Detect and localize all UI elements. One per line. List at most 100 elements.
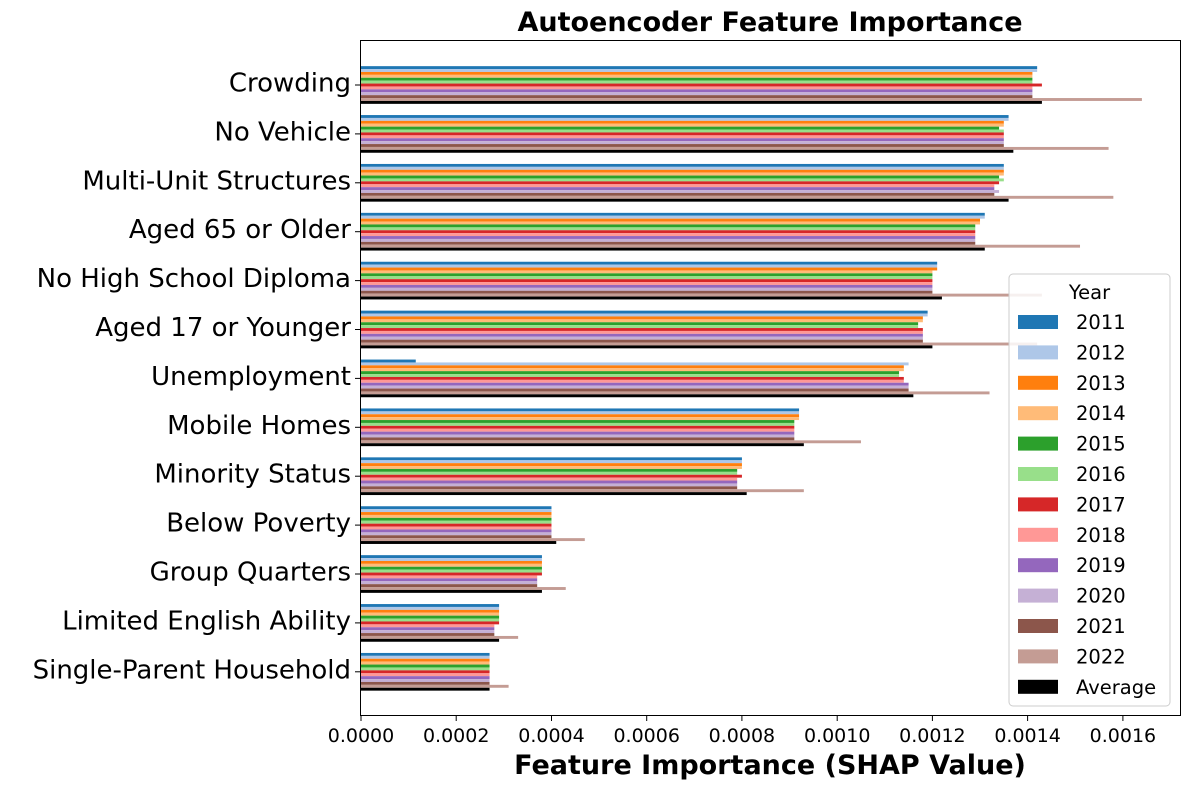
bar-2013-0 xyxy=(361,71,1033,75)
bar-2016-7 xyxy=(361,422,795,426)
bar-average-1 xyxy=(361,149,1014,153)
bar-2013-2 xyxy=(361,169,1004,173)
bar-2018-6 xyxy=(361,379,904,383)
bar-2020-3 xyxy=(361,238,976,242)
bar-2012-12 xyxy=(361,655,490,659)
bar-2015-9 xyxy=(361,517,552,521)
bar-2014-2 xyxy=(361,172,1004,176)
x-tick-label: 0.0010 xyxy=(804,725,870,747)
bar-2011-7 xyxy=(361,408,800,412)
bar-2012-3 xyxy=(361,215,985,219)
bar-average-4 xyxy=(361,296,942,300)
bar-2022-6 xyxy=(361,391,990,395)
bar-2020-8 xyxy=(361,483,738,487)
bar-2019-2 xyxy=(361,187,995,191)
bar-2016-8 xyxy=(361,471,738,475)
bar-2021-1 xyxy=(361,144,1004,147)
x-tick-label: 0.0012 xyxy=(899,725,965,747)
bar-2021-2 xyxy=(361,192,995,196)
bar-2019-9 xyxy=(361,529,552,533)
bar-2014-1 xyxy=(361,123,1004,127)
legend-swatch xyxy=(1018,619,1058,633)
bar-2017-9 xyxy=(361,523,552,527)
bar-2018-8 xyxy=(361,477,738,481)
bar-2017-2 xyxy=(361,181,1000,185)
legend-entry-label: 2018 xyxy=(1076,524,1126,547)
bar-2015-10 xyxy=(361,566,542,570)
bar-2018-4 xyxy=(361,282,933,285)
bar-2020-11 xyxy=(361,630,495,634)
category-labels: Crowding No Vehicle Multi-Unit Structures A… xyxy=(33,69,361,685)
bar-2015-7 xyxy=(361,420,795,423)
bar-2015-1 xyxy=(361,126,1000,130)
category-label: Aged 17 or Younger xyxy=(95,313,351,343)
bar-2015-6 xyxy=(361,371,900,375)
bar-2018-1 xyxy=(361,135,1004,139)
bar-2011-3 xyxy=(361,212,985,216)
legend-swatch xyxy=(1018,406,1058,421)
bar-2018-5 xyxy=(361,330,923,334)
category-label: No High School Diploma xyxy=(37,264,351,294)
bar-2014-12 xyxy=(361,661,490,665)
bar-2022-3 xyxy=(361,244,1081,248)
bar-2012-4 xyxy=(361,264,938,268)
bar-2021-5 xyxy=(361,339,923,343)
bar-2021-4 xyxy=(361,290,933,294)
bar-2015-8 xyxy=(361,468,738,472)
bar-2013-1 xyxy=(361,120,1004,124)
bar-2022-11 xyxy=(361,635,519,639)
bar-2016-1 xyxy=(361,129,1004,133)
bar-2011-9 xyxy=(361,506,552,510)
bar-average-12 xyxy=(361,687,490,691)
x-tick-label: 0.0002 xyxy=(423,725,489,747)
x-tick-label: 0.0016 xyxy=(1090,725,1156,747)
category-label: Minority Status xyxy=(154,460,351,490)
bar-2019-7 xyxy=(361,431,795,435)
category-label: Aged 65 or Older xyxy=(129,215,351,245)
legend-entry-label: 2016 xyxy=(1076,463,1126,486)
bar-2012-10 xyxy=(361,558,542,561)
bar-2014-3 xyxy=(361,221,981,225)
bar-2013-7 xyxy=(361,414,800,418)
legend-entry-label: 2022 xyxy=(1076,645,1126,668)
bar-2015-5 xyxy=(361,322,919,326)
bar-2016-6 xyxy=(361,374,900,377)
bar-2022-0 xyxy=(361,98,1142,101)
bar-2011-4 xyxy=(361,261,938,265)
bar-2013-5 xyxy=(361,316,923,320)
bar-2011-12 xyxy=(361,652,490,656)
bar-2019-1 xyxy=(361,138,1004,142)
x-tick-label: 0.0014 xyxy=(994,725,1060,747)
bar-average-11 xyxy=(361,638,500,642)
bar-2021-7 xyxy=(361,437,795,441)
bar-2013-12 xyxy=(361,658,490,662)
bar-2018-3 xyxy=(361,233,976,237)
bar-2019-6 xyxy=(361,382,909,386)
bar-2016-12 xyxy=(361,667,490,671)
bar-2018-11 xyxy=(361,624,495,628)
bar-2016-5 xyxy=(361,325,919,329)
bar-2014-5 xyxy=(361,319,923,323)
x-tick-label: 0.0000 xyxy=(328,725,394,747)
bar-2012-1 xyxy=(361,117,1009,121)
bar-2017-3 xyxy=(361,230,976,234)
bar-2017-11 xyxy=(361,621,500,625)
bar-2021-3 xyxy=(361,241,976,245)
bars-group xyxy=(361,66,1142,691)
bar-2021-8 xyxy=(361,486,738,490)
bar-2012-8 xyxy=(361,460,742,464)
bar-2011-5 xyxy=(361,310,928,314)
bar-2016-2 xyxy=(361,178,1004,182)
bar-2014-4 xyxy=(361,270,933,274)
bar-2017-10 xyxy=(361,572,542,576)
legend-swatch xyxy=(1018,679,1058,694)
bar-2021-10 xyxy=(361,584,538,588)
bar-2017-1 xyxy=(361,132,1004,136)
bar-2013-8 xyxy=(361,463,742,467)
x-tick-label: 0.0004 xyxy=(518,725,584,747)
bar-average-7 xyxy=(361,443,804,447)
bar-2022-7 xyxy=(361,440,861,444)
bar-2016-4 xyxy=(361,276,933,280)
legend-swatch xyxy=(1018,649,1058,664)
